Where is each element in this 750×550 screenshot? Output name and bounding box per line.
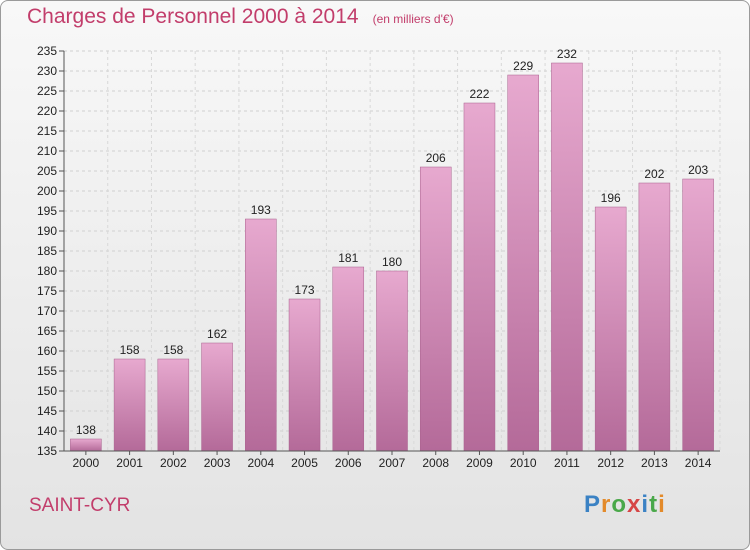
y-tick-label: 210 bbox=[37, 144, 57, 158]
x-tick-label: 2010 bbox=[510, 456, 537, 470]
x-tick-label: 2011 bbox=[554, 456, 580, 470]
bar-2003 bbox=[201, 342, 233, 452]
y-tick-label: 190 bbox=[37, 224, 57, 238]
x-tick-label: 2009 bbox=[466, 456, 493, 470]
y-tick-label: 170 bbox=[37, 304, 57, 318]
x-tick-label: 2006 bbox=[335, 456, 362, 470]
y-tick-label: 235 bbox=[37, 44, 57, 58]
y-tick-label: 160 bbox=[37, 344, 57, 358]
y-tick-label: 140 bbox=[37, 424, 57, 438]
bar-value-label: 162 bbox=[207, 327, 227, 341]
y-tick-label: 145 bbox=[37, 404, 57, 418]
x-tick-label: 2008 bbox=[422, 456, 449, 470]
bar-2009 bbox=[463, 102, 496, 452]
bar-value-label: 229 bbox=[513, 59, 533, 73]
x-tick-label: 2007 bbox=[379, 456, 406, 470]
commune-name: SAINT-CYR bbox=[29, 495, 131, 516]
bar-value-label: 206 bbox=[426, 151, 446, 165]
x-tick-label: 2002 bbox=[160, 456, 187, 470]
y-tick-label: 220 bbox=[37, 104, 57, 118]
y-tick-label: 135 bbox=[37, 444, 57, 458]
bar-2014 bbox=[682, 178, 714, 452]
bar-2006 bbox=[332, 266, 365, 452]
y-tick-label: 205 bbox=[37, 164, 57, 178]
y-tick-label: 180 bbox=[37, 264, 57, 278]
bar-2010 bbox=[507, 74, 539, 452]
bar-value-label: 193 bbox=[251, 203, 271, 217]
bar-2007 bbox=[376, 270, 408, 452]
bar-value-label: 203 bbox=[688, 163, 708, 177]
x-tick-label: 2001 bbox=[116, 456, 143, 470]
bar-2013 bbox=[638, 182, 671, 452]
y-tick-label: 150 bbox=[37, 384, 57, 398]
y-tick-label: 185 bbox=[37, 244, 57, 258]
x-tick-label: 2000 bbox=[73, 456, 100, 470]
bar-value-label: 232 bbox=[557, 47, 577, 61]
chart-title: Charges de Personnel 2000 à 2014 bbox=[27, 5, 359, 28]
bar-value-label: 138 bbox=[76, 423, 96, 437]
bar-2002 bbox=[157, 358, 190, 452]
y-tick-label: 230 bbox=[37, 64, 57, 78]
y-tick-label: 155 bbox=[37, 364, 57, 378]
x-tick-label: 2014 bbox=[685, 456, 712, 470]
y-axis: 135 140 145 150 155 160 165 170 175 180 185 190 195 2… bbox=[37, 44, 65, 458]
bar-value-label: 173 bbox=[295, 283, 315, 297]
bar-2000 bbox=[70, 438, 102, 452]
bar-2012 bbox=[594, 206, 627, 452]
y-tick-label: 175 bbox=[37, 284, 57, 298]
y-tick-label: 195 bbox=[37, 204, 57, 218]
y-tick-label: 215 bbox=[37, 124, 57, 138]
x-tick-label: 2005 bbox=[291, 456, 318, 470]
bar-value-label: 158 bbox=[120, 343, 140, 357]
y-tick-label: 225 bbox=[37, 84, 57, 98]
bar-value-label: 202 bbox=[644, 167, 664, 181]
x-tick-label: 2012 bbox=[597, 456, 624, 470]
y-tick-label: 200 bbox=[37, 184, 57, 198]
x-axis: 2000 2001 2002 2003 2004 2005 2006 2007 2008 2009… bbox=[64, 450, 720, 470]
bar-value-label: 181 bbox=[338, 251, 358, 265]
bars: 138 158 158 162 193 173 181 180 206 222 229 232 196 2… bbox=[70, 47, 714, 452]
bar-value-label: 222 bbox=[469, 87, 489, 101]
bar-value-label: 180 bbox=[382, 255, 402, 269]
bar-2008 bbox=[419, 166, 452, 452]
bar-2005 bbox=[288, 298, 321, 452]
proxiti-logo[interactable]: Proxiti bbox=[584, 491, 666, 518]
x-tick-label: 2003 bbox=[204, 456, 231, 470]
x-tick-label: 2004 bbox=[247, 456, 274, 470]
bar-value-label: 158 bbox=[163, 343, 183, 357]
bar-2011 bbox=[551, 62, 583, 452]
x-tick-label: 2013 bbox=[641, 456, 668, 470]
bar-value-label: 196 bbox=[601, 191, 621, 205]
chart-subtitle: (en milliers d'€) bbox=[372, 12, 454, 26]
bar-2001 bbox=[113, 358, 146, 452]
y-tick-label: 165 bbox=[37, 324, 57, 338]
title-row: Charges de Personnel 2000 à 2014 (en mill… bbox=[27, 5, 454, 29]
bar-2004 bbox=[245, 218, 277, 452]
